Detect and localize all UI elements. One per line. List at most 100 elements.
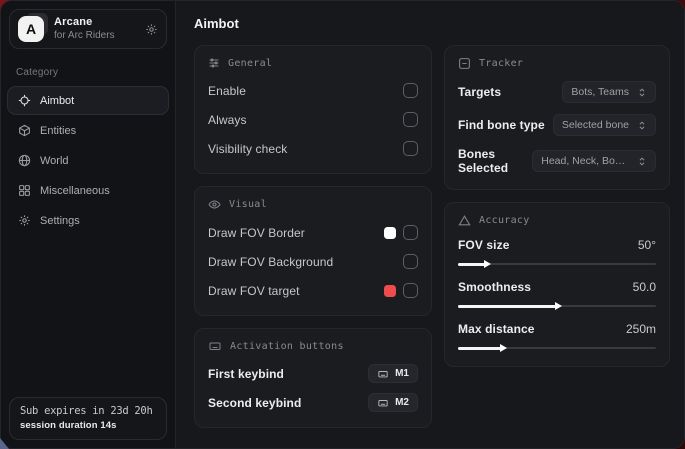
max-distance-slider[interactable] — [458, 344, 656, 352]
sidebar-item-world[interactable]: World — [7, 146, 169, 175]
setting-label: First keybind — [208, 366, 284, 381]
setting-row: Bones Selected Head, Neck, Body, Pe... — [458, 147, 656, 175]
setting-row: Find bone type Selected bone — [458, 114, 656, 136]
slider-thumb[interactable] — [555, 302, 562, 310]
second-keybind-button[interactable]: M2 — [368, 393, 418, 412]
visual-card: Visual Draw FOV Border Draw FOV Backgrou… — [194, 186, 432, 316]
slider-row: Smoothness 50.0 — [458, 280, 656, 310]
accuracy-card: Accuracy FOV size 50° — [444, 202, 670, 367]
setting-row: Visibility check — [208, 138, 418, 159]
setting-label: Enable — [208, 83, 246, 98]
sidebar-item-label: Settings — [40, 214, 80, 227]
category-label: Category — [16, 67, 59, 78]
globe-icon — [18, 154, 31, 167]
setting-label: Find bone type — [458, 118, 545, 132]
setting-row: Draw FOV target — [208, 280, 418, 301]
dropdown-value: Selected bone — [561, 119, 629, 131]
sliders-icon — [208, 57, 220, 69]
cursor-artifact — [0, 438, 9, 449]
find-bone-type-dropdown[interactable]: Selected bone — [552, 114, 656, 136]
keybind-value: M2 — [395, 397, 409, 408]
logo-letter: A — [18, 16, 44, 42]
fov-target-color-swatch[interactable] — [384, 284, 396, 297]
grid-icon — [18, 184, 31, 197]
setting-label: Smoothness — [458, 280, 532, 294]
unfold-more-icon — [637, 87, 647, 98]
draw-fov-background-checkbox[interactable] — [403, 254, 418, 269]
general-card: General Enable Always Visibility check — [194, 45, 432, 174]
setting-label: Always — [208, 112, 247, 127]
tracker-card: Tracker Targets Bots, Teams — [444, 45, 670, 190]
gear-icon — [18, 214, 31, 227]
brand-card: A Arcane for Arc Riders — [9, 9, 167, 49]
sidebar-item-label: Aimbot — [40, 94, 75, 107]
unfold-more-icon — [637, 156, 647, 167]
sidebar-item-label: Miscellaneous — [40, 184, 110, 197]
keybind-value: M1 — [395, 368, 409, 379]
tracker-icon — [458, 57, 471, 70]
setting-label: Draw FOV target — [208, 283, 300, 298]
setting-row: Second keybind M2 — [208, 392, 418, 413]
targets-dropdown[interactable]: Bots, Teams — [562, 81, 656, 103]
always-checkbox[interactable] — [403, 112, 418, 127]
setting-label: FOV size — [458, 238, 510, 252]
keyboard-icon — [377, 398, 389, 408]
setting-label: Targets — [458, 85, 502, 99]
setting-label: Visibility check — [208, 141, 288, 156]
sidebar-item-aimbot[interactable]: Aimbot — [7, 86, 169, 115]
sidebar-item-settings[interactable]: Settings — [7, 206, 169, 235]
slider-thumb[interactable] — [483, 260, 491, 268]
main-content: Aimbot General Enable — [176, 1, 684, 448]
setting-row: Draw FOV Background — [208, 251, 418, 272]
sidebar-item-entities[interactable]: Entities — [7, 116, 169, 145]
setting-row: Always — [208, 109, 418, 130]
sidebar: A Arcane for Arc Riders Category — [1, 1, 176, 448]
first-keybind-button[interactable]: M1 — [368, 364, 418, 383]
page-title: Aimbot — [194, 16, 239, 31]
sidebar-item-miscellaneous[interactable]: Miscellaneous — [7, 176, 169, 205]
fov-size-slider[interactable] — [458, 260, 656, 268]
dropdown-value: Bots, Teams — [571, 86, 629, 98]
setting-row: Draw FOV Border — [208, 222, 418, 243]
bones-selected-dropdown[interactable]: Head, Neck, Body, Pe... — [532, 150, 656, 172]
enable-checkbox[interactable] — [403, 83, 418, 98]
eye-icon — [208, 198, 221, 211]
triangle-icon — [458, 214, 471, 227]
setting-row: Targets Bots, Teams — [458, 81, 656, 103]
sidebar-item-label: World — [40, 154, 69, 167]
keyboard-icon — [377, 369, 389, 379]
card-title: Accuracy — [479, 215, 530, 226]
draw-fov-border-checkbox[interactable] — [403, 225, 418, 240]
unfold-more-icon — [637, 120, 647, 131]
slider-row: Max distance 250m — [458, 322, 656, 352]
slider-thumb[interactable] — [499, 344, 507, 352]
slider-value: 50.0 — [632, 280, 656, 294]
slider-value: 250m — [625, 322, 656, 336]
card-title: Tracker — [479, 58, 524, 69]
app-logo: A — [18, 13, 48, 43]
session-duration-text: session duration 14s — [20, 420, 117, 431]
setting-row: Enable — [208, 80, 418, 101]
slider-value: 50° — [637, 238, 656, 252]
sidebar-nav: Aimbot Entities World — [1, 86, 175, 235]
crosshair-icon — [18, 94, 31, 107]
draw-fov-target-checkbox[interactable] — [403, 283, 418, 298]
app-subtitle: for Arc Riders — [54, 29, 115, 41]
sub-expiry-text: Sub expires in 23d 20h — [20, 405, 153, 417]
gear-icon[interactable] — [145, 23, 158, 36]
activation-buttons-card: Activation buttons First keybind M1 — [194, 328, 432, 428]
setting-label: Bones Selected — [458, 147, 509, 175]
card-title: General — [228, 57, 273, 69]
fov-border-color-swatch[interactable] — [384, 226, 396, 239]
dropdown-value: Head, Neck, Body, Pe... — [541, 155, 629, 167]
setting-label: Max distance — [458, 322, 535, 336]
app-title: Arcane — [54, 15, 93, 28]
sidebar-item-label: Entities — [40, 124, 77, 137]
visibility-check-checkbox[interactable] — [403, 141, 418, 156]
smoothness-slider[interactable] — [458, 302, 656, 310]
keyboard-icon — [208, 340, 222, 352]
card-title: Visual — [229, 199, 267, 210]
setting-label: Draw FOV Border — [208, 225, 305, 240]
